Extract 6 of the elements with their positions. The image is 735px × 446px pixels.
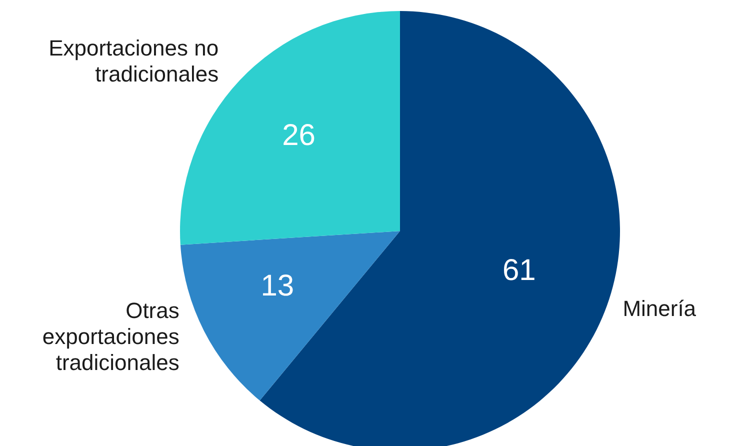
slice-label: Exportaciones no tradicionales <box>48 34 219 86</box>
data-label: 61 <box>502 254 536 288</box>
data-label: 13 <box>260 269 294 302</box>
slice-label: Otras exportaciones tradicionales <box>42 297 180 374</box>
data-label: 26 <box>282 119 316 152</box>
slice-label: Minería <box>622 295 697 320</box>
